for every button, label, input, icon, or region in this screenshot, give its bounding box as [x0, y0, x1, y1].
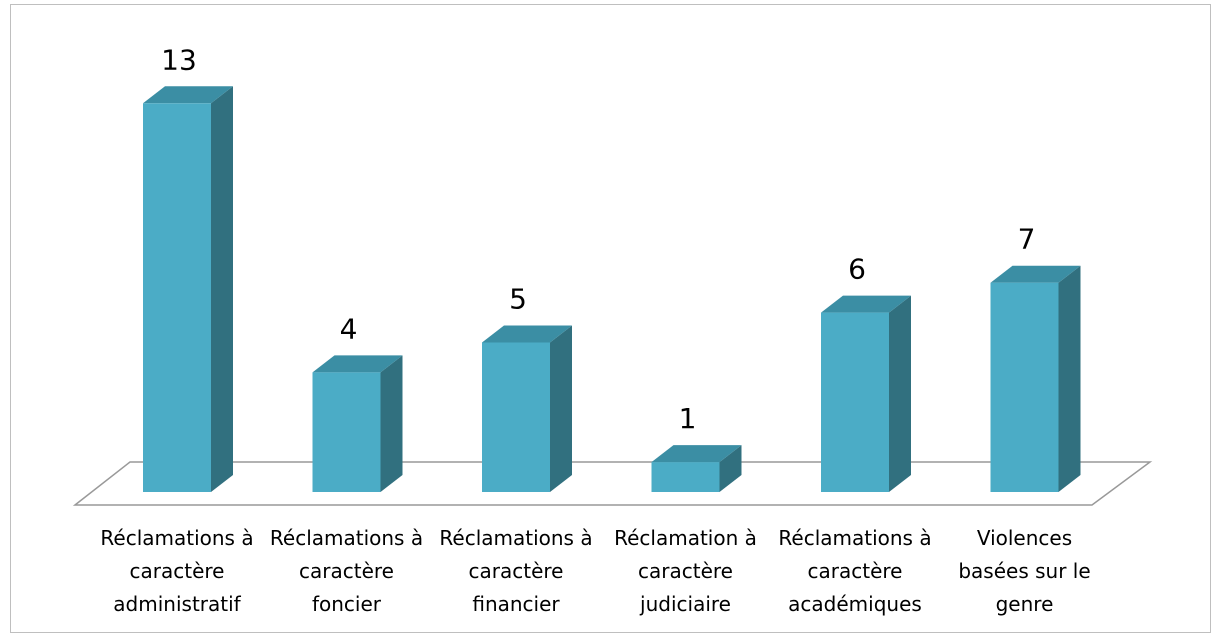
bar-side — [211, 86, 233, 493]
bar — [821, 312, 889, 492]
value-label: 5 — [509, 283, 527, 316]
value-label: 4 — [340, 312, 358, 345]
bar-top — [821, 295, 911, 313]
value-label: 1 — [679, 402, 697, 435]
bar — [482, 342, 550, 492]
x-tick-label: Réclamation à caractère judiciaire — [614, 526, 757, 616]
x-tick-label: Réclamations à caractère académiques — [778, 526, 932, 616]
x-tick-label: Réclamations à caractère administratif — [100, 526, 254, 616]
x-tick-label: Violences basées sur le genre — [958, 526, 1091, 616]
bar — [312, 372, 381, 492]
bar-side — [550, 325, 572, 492]
bar-top — [990, 265, 1081, 283]
bar-side — [1058, 265, 1081, 492]
value-label: 6 — [848, 253, 866, 286]
bar-side — [889, 295, 911, 492]
bar-top — [482, 325, 572, 343]
value-label: 7 — [1018, 223, 1036, 256]
value-label: 13 — [161, 43, 197, 76]
bar — [990, 282, 1059, 492]
bar-top — [312, 355, 403, 373]
bar — [651, 462, 720, 492]
bar-side — [719, 445, 742, 492]
x-tick-label: Réclamations à caractère foncier — [269, 526, 424, 616]
bar-side — [380, 355, 403, 492]
floor — [72, 461, 1153, 506]
bar-top — [651, 445, 742, 463]
bar — [143, 103, 211, 493]
bar-top — [143, 86, 233, 104]
chart-border — [10, 4, 1211, 633]
x-tick-label: Réclamations à caractère financier — [439, 526, 593, 616]
